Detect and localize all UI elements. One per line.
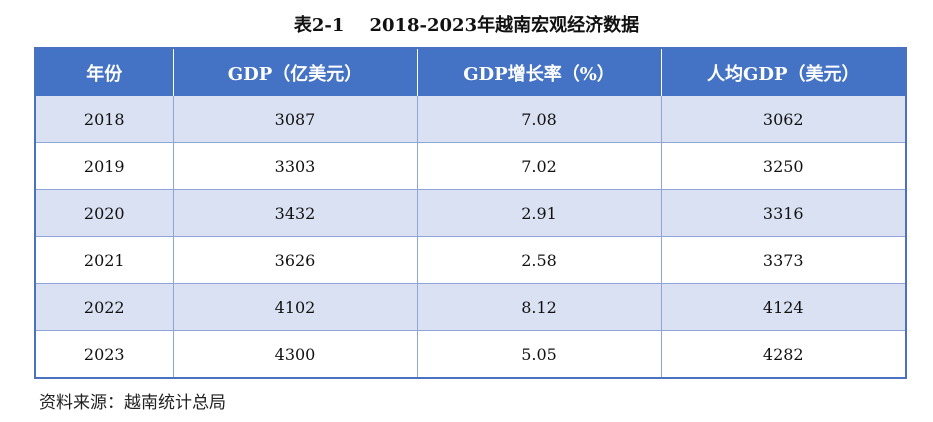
cell-gdp-per-capita: 3250 xyxy=(661,142,906,190)
cell-gdp-per-capita: 3316 xyxy=(661,189,906,237)
header-gdp-per-capita: 人均GDP（美元） xyxy=(661,48,906,96)
cell-gdp: 3432 xyxy=(173,189,418,237)
table-row: 2019 3303 7.02 3250 xyxy=(35,142,906,190)
table-header-row: 年份 GDP（亿美元） GDP增长率（%） 人均GDP（美元） xyxy=(35,48,906,96)
cell-gdp-growth: 8.12 xyxy=(417,283,662,331)
cell-gdp-per-capita: 3373 xyxy=(661,236,906,284)
table-row: 2022 4102 8.12 4124 xyxy=(35,283,906,331)
cell-gdp: 3626 xyxy=(173,236,418,284)
gdp-data-table: 年份 GDP（亿美元） GDP增长率（%） 人均GDP（美元） 2018 308… xyxy=(34,47,907,379)
table-row: 2018 3087 7.08 3062 xyxy=(35,96,906,143)
cell-gdp-per-capita: 3062 xyxy=(661,96,906,143)
cell-gdp: 3303 xyxy=(173,142,418,190)
cell-gdp: 4300 xyxy=(173,330,418,378)
source-note: 资料来源：越南统计总局 xyxy=(39,393,226,413)
cell-gdp: 3087 xyxy=(173,96,418,143)
header-year: 年份 xyxy=(35,48,174,96)
header-gdp-growth: GDP增长率（%） xyxy=(417,48,662,96)
table-row: 2021 3626 2.58 3373 xyxy=(35,236,906,284)
cell-year: 2018 xyxy=(35,96,174,143)
cell-year: 2020 xyxy=(35,189,174,237)
cell-gdp-growth: 7.08 xyxy=(417,96,662,143)
cell-gdp-growth: 2.91 xyxy=(417,189,662,237)
cell-gdp-growth: 5.05 xyxy=(417,330,662,378)
cell-year: 2021 xyxy=(35,236,174,284)
cell-year: 2019 xyxy=(35,142,174,190)
header-gdp: GDP（亿美元） xyxy=(173,48,418,96)
table-row: 2020 3432 2.91 3316 xyxy=(35,189,906,237)
cell-gdp: 4102 xyxy=(173,283,418,331)
cell-gdp-growth: 7.02 xyxy=(417,142,662,190)
table-row: 2023 4300 5.05 4282 xyxy=(35,330,906,378)
cell-gdp-growth: 2.58 xyxy=(417,236,662,284)
cell-gdp-per-capita: 4282 xyxy=(661,330,906,378)
cell-gdp-per-capita: 4124 xyxy=(661,283,906,331)
table-title: 表2-1 2018-2023年越南宏观经济数据 xyxy=(293,15,640,36)
cell-year: 2022 xyxy=(35,283,174,331)
cell-year: 2023 xyxy=(35,330,174,378)
